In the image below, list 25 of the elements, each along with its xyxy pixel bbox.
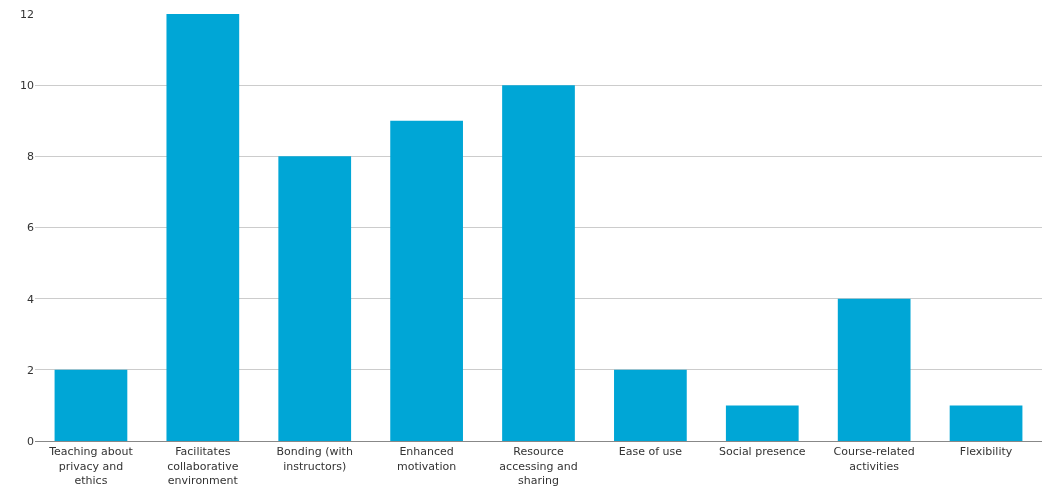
x-tick-label: Teaching about privacy and ethics — [48, 445, 134, 487]
bar — [54, 369, 128, 441]
x-tick-label: Flexibility — [959, 445, 1013, 459]
x-tick-label: Enhanced motivation — [397, 445, 457, 473]
bar — [614, 369, 687, 441]
y-tick-label: 8 — [27, 150, 34, 164]
y-tick-label: 0 — [27, 434, 34, 448]
bar — [502, 85, 575, 441]
y-tick-label: 10 — [20, 79, 34, 93]
bar — [166, 14, 240, 441]
y-tick-label: 6 — [27, 221, 34, 235]
x-tick-label: Course-related activities — [833, 445, 915, 473]
bar — [278, 156, 352, 441]
bar — [390, 120, 463, 441]
bar — [949, 405, 1023, 441]
y-tick-label: 4 — [27, 292, 34, 306]
bar — [725, 405, 799, 441]
x-tick-label: Social presence — [719, 445, 806, 459]
x-tick-label: Resource accessing and sharing — [499, 445, 578, 487]
x-tick-label: Ease of use — [618, 445, 683, 459]
x-tick-label: Bonding (with instructors) — [276, 445, 353, 473]
y-tick-label: 12 — [20, 7, 34, 21]
x-tick-label: Facilitates collaborative environment — [167, 445, 239, 487]
bar — [837, 298, 911, 441]
y-tick-label: 2 — [27, 363, 34, 377]
